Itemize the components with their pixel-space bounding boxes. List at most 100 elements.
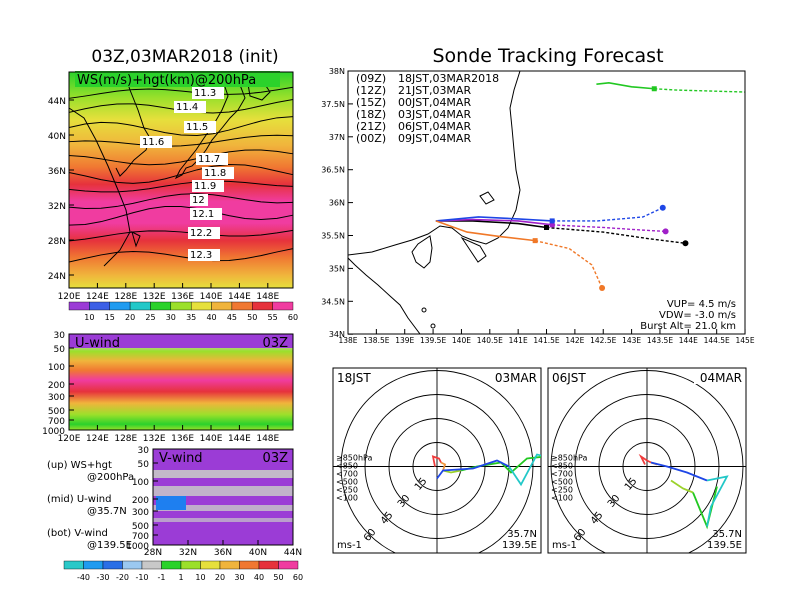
contour-label-bg bbox=[174, 101, 206, 113]
u-field bbox=[69, 334, 293, 430]
ws-colorbar-swatch bbox=[211, 301, 233, 311]
ws-colorbar-swatch bbox=[129, 301, 151, 311]
track-lon-label: 139E bbox=[395, 336, 414, 345]
v-p-label: 300 bbox=[132, 508, 149, 518]
ws-lat-label: 24N bbox=[48, 272, 66, 282]
track-lon-label: 138.5E bbox=[363, 336, 389, 345]
u-p-label: 1000 bbox=[42, 427, 65, 437]
track-solid bbox=[435, 216, 553, 222]
ws-colorbar-swatch bbox=[109, 301, 131, 311]
wind-colorbar: -40 -30 -20 -10 -1 1 10 20 30 40 50 60 bbox=[63, 560, 303, 582]
track-lat-label: 35N bbox=[329, 264, 345, 273]
contour-label-bg bbox=[202, 167, 234, 179]
ws-lon-label: 128E bbox=[114, 292, 137, 302]
track-lon-label: 144E bbox=[679, 336, 698, 345]
v-p-label: 30 bbox=[138, 446, 150, 456]
contour-label-bg bbox=[190, 194, 208, 206]
hodo-label-bg bbox=[335, 370, 379, 384]
contour-label-bg bbox=[184, 121, 216, 133]
panel-notes: (up) WS+hgt@200hPa (mid) U-wind@35.7N (bot… bbox=[47, 460, 134, 551]
wind-colorbar-tick: 30 bbox=[234, 573, 244, 582]
hodo-trace bbox=[508, 453, 541, 487]
hodo-level: <100 bbox=[551, 494, 573, 503]
ws-lon-label: 132E bbox=[143, 292, 166, 302]
hodo-lat: 35.7N bbox=[712, 529, 742, 540]
track-lon-label: 140.5E bbox=[477, 336, 503, 345]
japan-outline bbox=[174, 71, 246, 180]
landing-point bbox=[662, 228, 669, 235]
ws-colorbar-swatch bbox=[272, 301, 294, 311]
ws-lat-label: 44N bbox=[48, 97, 66, 107]
v-p-label: 50 bbox=[138, 460, 150, 470]
v-p-label: 100 bbox=[132, 478, 149, 488]
left-title: 03Z,03MAR2018 (init) bbox=[91, 47, 278, 67]
u-lon-label: 148E bbox=[256, 434, 279, 444]
contour-label: 11.3 bbox=[194, 88, 216, 99]
u-p-label: 30 bbox=[54, 331, 66, 341]
contour-label-bg bbox=[190, 208, 222, 220]
track-solid bbox=[435, 218, 553, 226]
wind-colorbar-swatch bbox=[83, 560, 104, 570]
track-dashed bbox=[552, 224, 666, 233]
hodo-trace bbox=[440, 461, 447, 471]
u-top-band bbox=[69, 334, 293, 348]
track-lat-label: 37.5N bbox=[321, 100, 345, 109]
wind-colorbar-tick: -1 bbox=[158, 573, 166, 582]
u-lon-label: 128E bbox=[114, 434, 137, 444]
ws-colorbar-tick: 50 bbox=[247, 313, 257, 322]
contour-label: 11.6 bbox=[142, 137, 164, 148]
boso-peninsula bbox=[460, 236, 487, 263]
contour-label-bg bbox=[140, 136, 172, 148]
island-1 bbox=[421, 307, 427, 313]
ws-lat-label: 32N bbox=[48, 202, 66, 212]
hodo-level: <500 bbox=[336, 478, 358, 487]
u-lon-label: 124E bbox=[86, 434, 109, 444]
hodo-date: 04MAR bbox=[700, 371, 742, 385]
v-band-1 bbox=[153, 470, 293, 478]
ascent-param: VUP= 4.5 m/s bbox=[667, 299, 736, 310]
lake-outline bbox=[479, 191, 495, 205]
launch-jst: 18JST,03MAR2018 bbox=[398, 72, 499, 85]
izu-peninsula bbox=[411, 235, 433, 269]
contour-label-bg bbox=[192, 180, 224, 192]
track-dashed bbox=[534, 239, 603, 289]
v-p-label: 500 bbox=[132, 522, 149, 532]
hodo-level: <100 bbox=[336, 494, 358, 503]
note-sub: @200hPa bbox=[87, 472, 134, 483]
contour-label-bg bbox=[188, 249, 220, 261]
hodo-level: <850 bbox=[336, 462, 358, 471]
hodo-label-bg bbox=[694, 370, 744, 384]
wind-colorbar-swatch bbox=[219, 560, 240, 570]
hodo-unit: ms-1 bbox=[552, 540, 577, 551]
ws-lon-label: 120E bbox=[58, 292, 81, 302]
hodo-unit: ms-1 bbox=[337, 540, 362, 551]
ws-colorbar-tick: 40 bbox=[206, 313, 216, 322]
contour-label: 12.1 bbox=[192, 209, 214, 220]
track-bg bbox=[348, 71, 745, 334]
v-panel-time: 03Z bbox=[263, 451, 289, 466]
launch-utc: (00Z) bbox=[356, 132, 386, 145]
wind-colorbar-tick: -30 bbox=[96, 573, 109, 582]
ws-lon-label: 144E bbox=[228, 292, 251, 302]
burst-marker bbox=[532, 238, 538, 244]
launch-utc: (21Z) bbox=[356, 120, 386, 133]
ws-colorbar-swatch bbox=[89, 301, 110, 311]
ws-colorbar-tick: 60 bbox=[288, 313, 298, 322]
height-contours bbox=[68, 86, 294, 263]
contour-label: 11.4 bbox=[176, 102, 198, 113]
hodo-trace bbox=[670, 479, 694, 494]
u-lon-label: 136E bbox=[171, 434, 194, 444]
landing-point bbox=[682, 240, 689, 247]
u-p-label: 200 bbox=[48, 381, 65, 391]
contour-label: 11.7 bbox=[198, 154, 220, 165]
v-lat-label: 28N bbox=[144, 548, 162, 558]
ws-colorbar-tick: 45 bbox=[227, 313, 237, 322]
contour-label-bg bbox=[188, 227, 220, 239]
hodo-date: 03MAR bbox=[495, 371, 537, 385]
height-contour bbox=[68, 193, 294, 209]
burst-marker bbox=[549, 218, 555, 224]
note-line: (bot) V-wind bbox=[47, 528, 108, 539]
launch-jst: 00JST,04MAR bbox=[398, 96, 471, 109]
